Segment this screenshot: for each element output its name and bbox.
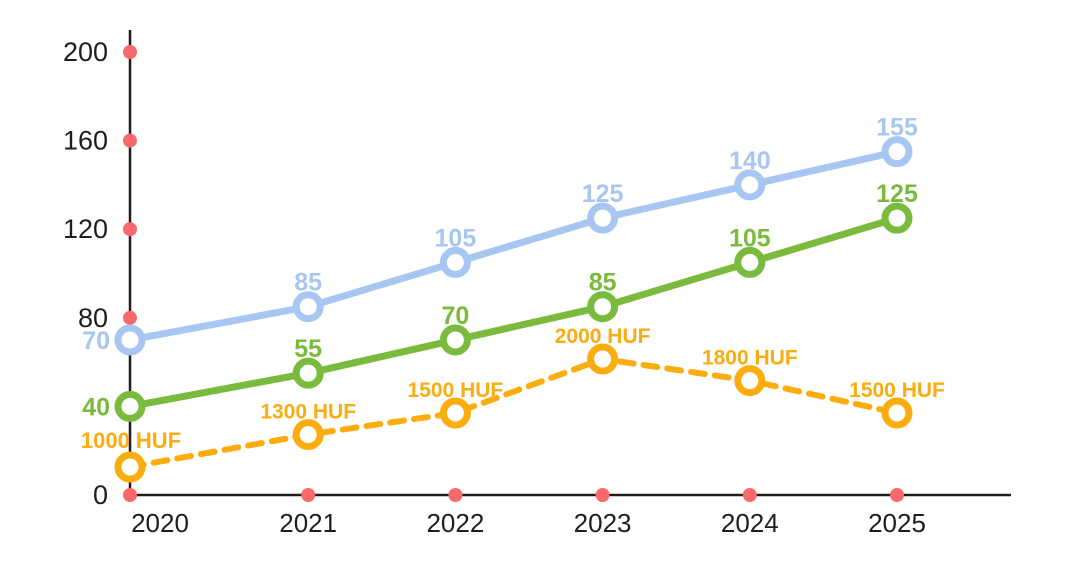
y-axis-tick-dot-0 [123,488,137,502]
orange-dashed-line-label-2024: 1800 HUF [702,347,798,370]
blue-line-label-2024: 140 [729,147,771,175]
green-line-label-2024: 105 [729,224,771,252]
x-tick-label-2022: 2022 [426,508,484,538]
x-axis-tick-dot-2024 [742,488,757,502]
x-axis-tick-dot-2022 [448,488,463,502]
blue-line-marker-2022 [439,246,471,278]
orange-dashed-line-marker-2021 [292,419,324,451]
x-tick-label-2023: 2023 [574,508,632,538]
y-axis-tick-dot-200 [123,45,137,59]
orange-dashed-line-label-2022: 1500 HUF [408,379,504,402]
y-tick-label-80: 80 [78,303,108,333]
x-tick-label-2024: 2024 [721,508,779,538]
blue-line-label-2023: 125 [582,180,624,208]
green-line-marker-2022 [439,324,471,356]
green-line-marker-2020 [114,390,146,422]
x-axis-tick-dot-2025 [890,488,904,502]
blue-line-label-2025: 155 [876,114,918,142]
blue-line-label-2022: 105 [435,224,477,252]
blue-line-marker-2021 [292,291,324,323]
x-tick-label-2020: 2020 [131,508,189,538]
orange-dashed-line-marker-2023 [587,343,619,375]
green-line-label-2021: 55 [294,335,322,363]
orange-dashed-line-marker-2020 [114,451,146,483]
y-axis-tick-dot-120 [123,222,137,237]
orange-dashed-line-marker-2022 [439,397,471,429]
green-line-path [126,214,901,410]
orange-dashed-line-marker-2025 [881,397,913,429]
blue-line-marker-2025 [881,136,913,168]
green-line-label-2025: 125 [876,180,918,208]
green-line-label-2020: 40 [82,393,110,421]
x-axis-tick-dot-2021 [301,488,316,502]
y-axis-tick-dot-80 [123,310,137,325]
blue-line-marker-2024 [734,169,766,201]
green-line-marker-2025 [881,202,913,234]
x-tick-label-2025: 2025 [868,508,926,538]
orange-dashed-line-label-2020: 1000 HUF [81,428,181,453]
green-line-label-2023: 85 [589,269,617,297]
x-axis-tick-dot-2023 [595,488,610,502]
blue-line-marker-2023 [587,202,619,234]
orange-dashed-line-label-2025: 1500 HUF [849,379,945,402]
orange-dashed-line-path [127,356,900,470]
x-tick-label-2021: 2021 [279,508,337,538]
green-line-label-2022: 70 [441,302,469,330]
orange-dashed-line-label-2021: 1300 HUF [260,401,356,424]
y-tick-label-200: 200 [63,37,108,67]
blue-line-marker-2020 [114,324,146,356]
y-tick-label-160: 160 [63,126,108,156]
blue-line-path [126,148,901,344]
blue-line-label-2021: 85 [294,269,322,297]
green-line-marker-2023 [587,291,619,323]
green-line-marker-2021 [292,357,324,389]
orange-dashed-line-marker-2024 [734,365,766,397]
y-tick-label-120: 120 [63,214,108,244]
orange-dashed-line-label-2023: 2000 HUF [555,325,651,348]
y-tick-label-0: 0 [93,480,108,510]
green-line-marker-2024 [734,246,766,278]
y-axis-tick-dot-160 [123,133,137,148]
blue-line-label-2020: 70 [82,327,110,355]
